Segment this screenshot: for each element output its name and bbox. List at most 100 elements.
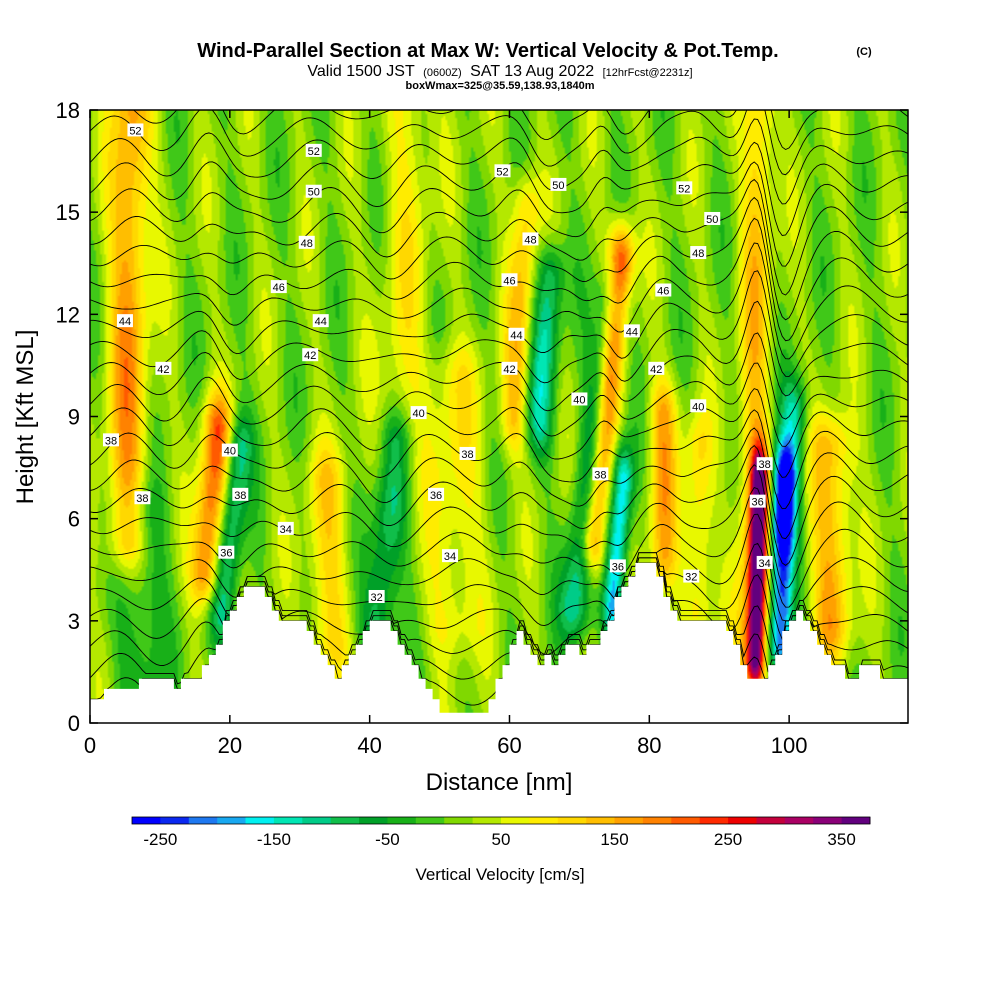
colorbar-swatch <box>614 817 644 824</box>
theta-contour-label-text: 44 <box>315 316 327 328</box>
colorbar-tick-label: 150 <box>600 830 628 849</box>
theta-contour-label: 36 <box>428 487 445 502</box>
theta-contour-line <box>90 242 908 360</box>
theta-contour-label: 32 <box>683 569 700 584</box>
theta-contour-label-text: 46 <box>273 282 285 294</box>
theta-contour-label: 48 <box>690 246 707 260</box>
theta-contour-label-text: 50 <box>552 180 564 192</box>
theta-contour-line <box>90 513 908 622</box>
theta-contour-label-text: 52 <box>129 125 141 137</box>
theta-contour-label: 44 <box>116 314 133 328</box>
x-axis-label: Distance [nm] <box>426 769 573 796</box>
theta-contour-label-text: 42 <box>157 364 169 376</box>
plot-area: 52 52 50 48 46 44 44 42 42 38 38 40 38 34 36 40 38 36 34 32… <box>90 110 908 723</box>
theta-contour-line <box>90 110 908 176</box>
theta-contour-label-text: 36 <box>430 490 442 502</box>
valid-line: Valid 1500 JST (0600Z) SAT 13 Aug 2022 [… <box>307 63 692 80</box>
theta-contour-line <box>90 196 908 321</box>
theta-contour-label: 44 <box>312 314 329 328</box>
theta-contour-label: 38 <box>232 487 249 502</box>
theta-contour-label: 52 <box>676 181 693 195</box>
theta-contour-label: 40 <box>571 392 588 406</box>
colorbar-swatch <box>756 817 786 824</box>
theta-contour-label-bg <box>127 123 144 137</box>
theta-contour-line <box>90 118 908 205</box>
theta-contour-line <box>90 332 908 420</box>
theta-contour-line <box>90 178 908 296</box>
theta-contour-label: 44 <box>508 327 525 342</box>
theta-contour-label-text: 48 <box>524 234 536 246</box>
theta-contour-label-text: 48 <box>692 248 704 260</box>
x-tick-label: 40 <box>357 733 381 758</box>
theta-contour-label-bg <box>459 446 476 460</box>
theta-contour-line <box>90 362 908 447</box>
colorbar-swatch <box>813 817 843 824</box>
x-tick-label: 80 <box>637 733 661 758</box>
colorbar-swatch <box>586 817 616 824</box>
theta-contour-label-bg <box>102 433 119 447</box>
colorbar-swatch <box>273 817 303 824</box>
colorbar-label: Vertical Velocity [cm/s] <box>415 865 584 884</box>
theta-contour-label-bg <box>116 314 133 328</box>
theta-contour-label-text: 46 <box>657 285 669 297</box>
theta-contour-label-text: 32 <box>371 592 383 604</box>
y-tick-label: 9 <box>68 405 80 430</box>
theta-contour-label: 44 <box>623 324 640 338</box>
forecast-info: [12hrFcst@2231z] <box>603 67 693 79</box>
theta-contour-label-bg <box>218 545 235 559</box>
theta-contour-label-bg <box>302 348 319 362</box>
copyright-mark: (C) <box>856 46 872 58</box>
theta-contour-label: 38 <box>134 491 151 505</box>
theta-contour-label: 36 <box>218 545 235 560</box>
x-tick-label: 100 <box>771 733 808 758</box>
colorbar-frame <box>131 816 871 825</box>
theta-contour-label: 50 <box>305 184 322 199</box>
theta-contour-label-bg <box>690 399 707 413</box>
theta-contour-line <box>90 300 908 397</box>
theta-contour-label-bg <box>277 521 294 535</box>
theta-contour-label-text: 34 <box>280 524 292 536</box>
theta-contour-label: 38 <box>459 446 476 461</box>
theta-contour-label-bg <box>428 487 445 501</box>
colorbar-swatch <box>699 817 729 824</box>
theta-contour-label-text: 36 <box>612 561 624 573</box>
theta-contour-label-text: 38 <box>234 490 246 502</box>
colorbar <box>131 816 871 825</box>
theta-contour-label-bg <box>571 392 588 406</box>
theta-contour-label: 46 <box>501 273 518 287</box>
theta-contour-label-bg <box>690 246 707 260</box>
theta-contour-label-bg <box>410 406 427 420</box>
theta-contour-label-bg <box>312 314 329 328</box>
theta-contour-label-bg <box>305 184 322 198</box>
theta-contour-label-text: 40 <box>692 401 704 413</box>
theta-contour-label: 36 <box>749 494 766 509</box>
colorbar-swatch <box>671 817 701 824</box>
colorbar-tick-label: -150 <box>257 830 291 849</box>
theta-contour-label-text: 42 <box>503 364 515 376</box>
colorbar-tick-label: 350 <box>827 830 855 849</box>
theta-contour-label: 38 <box>102 433 119 447</box>
colorbar-swatch <box>784 817 814 824</box>
theta-contour-label-bg <box>522 232 539 246</box>
theta-contour-label: 42 <box>501 361 518 376</box>
theta-contour-label: 38 <box>756 457 773 471</box>
theta-contour-label: 46 <box>655 283 672 297</box>
theta-contour-label: 32 <box>368 589 385 604</box>
colorbar-swatch <box>557 817 587 824</box>
theta-contour-label-text: 40 <box>573 394 585 406</box>
colorbar-swatch <box>245 817 275 824</box>
colorbar-swatch <box>501 817 530 824</box>
y-tick-label: 3 <box>68 609 80 634</box>
colorbar-swatch <box>387 817 417 824</box>
theta-contour-label: 42 <box>648 361 665 376</box>
theta-contour-label: 36 <box>609 559 626 573</box>
theta-contour-label-bg <box>298 235 315 249</box>
colorbar-tick-label: 250 <box>714 830 742 849</box>
theta-contour-label-bg <box>756 457 773 471</box>
theta-contour-line <box>133 110 908 151</box>
theta-contour-label: 50 <box>550 177 567 192</box>
colorbar-swatch <box>472 817 502 824</box>
theta-contour-label-text: 34 <box>444 551 456 563</box>
theta-contour-label-bg <box>270 280 287 294</box>
